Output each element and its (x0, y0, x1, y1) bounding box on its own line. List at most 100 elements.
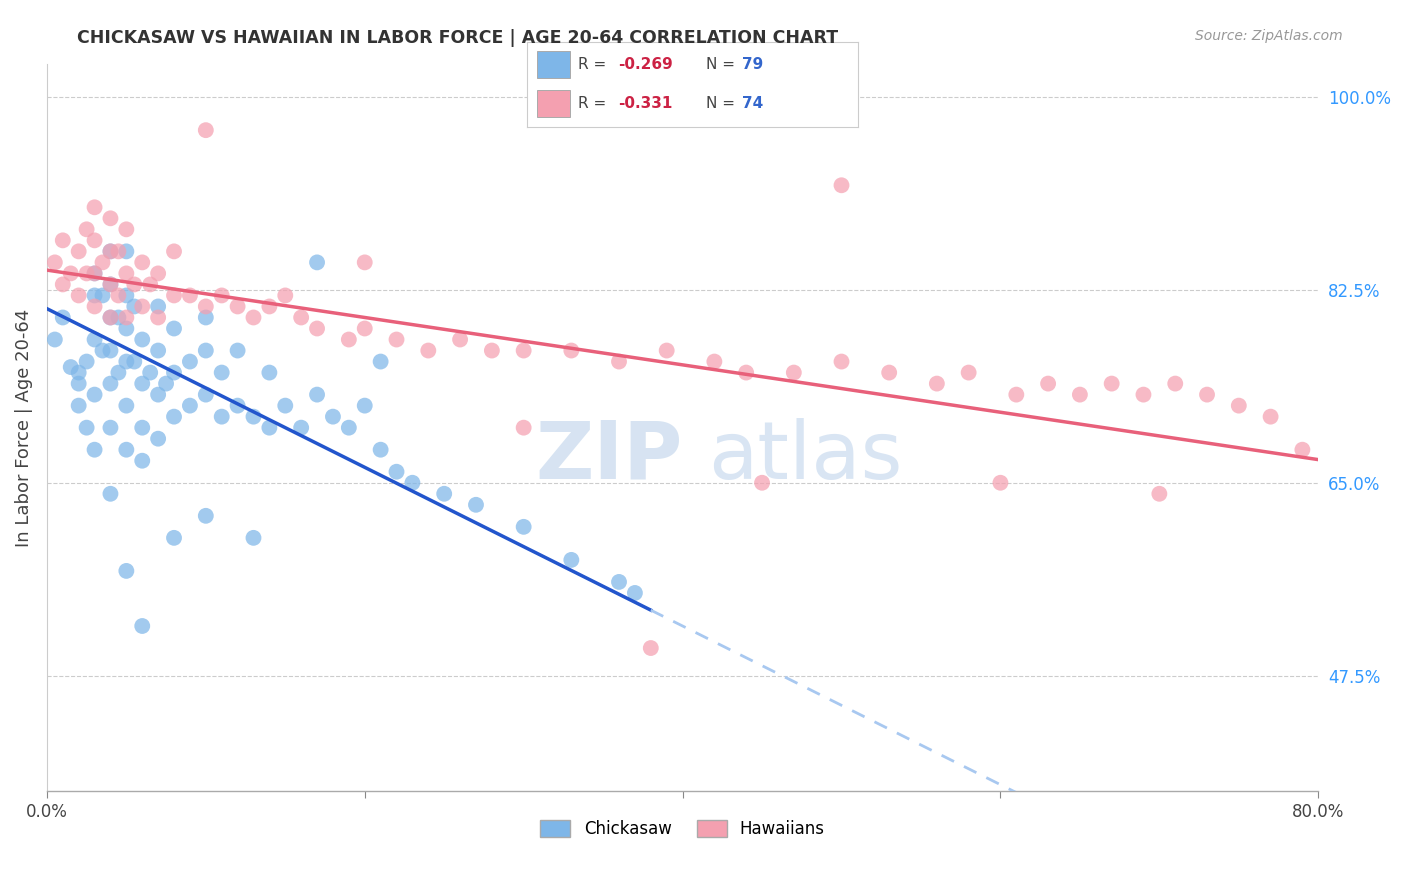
Point (67, 376, 90, 391)
Point (44, 255, 66, 269)
Point (735, 366, 758, 380)
Point (560, 343, 582, 358)
Point (925, 376, 948, 391)
Point (1132, 387, 1154, 401)
Point (115, 354, 138, 368)
Point (751, 475, 773, 490)
Point (1036, 376, 1059, 391)
Point (353, 321, 375, 335)
Point (290, 420, 312, 434)
Point (512, 520, 534, 534)
Point (146, 310, 169, 325)
Point (179, 399, 201, 413)
Point (1227, 399, 1250, 413)
Point (83, 267, 105, 281)
Point (259, 420, 281, 434)
Point (124, 354, 146, 368)
Point (418, 343, 440, 358)
Point (703, 354, 725, 368)
Text: R =: R = (578, 57, 612, 72)
Point (274, 399, 297, 413)
Point (67, 399, 90, 413)
Point (337, 333, 360, 347)
Point (370, 354, 392, 368)
Point (194, 343, 217, 358)
Point (100, 244, 122, 259)
Point (115, 321, 138, 335)
Point (624, 586, 647, 600)
Point (1291, 442, 1313, 457)
Point (831, 354, 853, 368)
Point (163, 288, 186, 302)
Point (607, 354, 630, 368)
Point (124, 300, 146, 314)
Point (259, 300, 281, 314)
Point (607, 574, 630, 589)
Point (100, 376, 122, 391)
Point (83, 300, 105, 314)
Point (115, 244, 138, 259)
Point (146, 267, 169, 281)
Point (1149, 487, 1171, 501)
Point (83, 333, 105, 347)
Point (274, 288, 297, 302)
Point (163, 531, 186, 545)
Text: -0.269: -0.269 (619, 57, 673, 72)
Point (115, 399, 138, 413)
Point (163, 244, 186, 259)
Point (115, 222, 138, 236)
Point (194, 123, 217, 137)
Point (163, 366, 186, 380)
Point (100, 244, 122, 259)
Point (107, 244, 129, 259)
Point (115, 442, 138, 457)
Point (179, 288, 201, 302)
Point (1260, 409, 1282, 424)
Point (560, 553, 582, 567)
Point (131, 300, 153, 314)
Point (100, 277, 122, 292)
Point (1164, 376, 1187, 391)
Point (163, 321, 186, 335)
Point (211, 288, 233, 302)
Point (67, 244, 90, 259)
Point (83, 288, 105, 302)
Text: CHICKASAW VS HAWAIIAN IN LABOR FORCE | AGE 20-64 CORRELATION CHART: CHICKASAW VS HAWAIIAN IN LABOR FORCE | A… (77, 29, 838, 46)
Text: -0.331: -0.331 (619, 96, 672, 112)
Text: 79: 79 (742, 57, 763, 72)
Text: N =: N = (706, 57, 740, 72)
Point (194, 310, 217, 325)
Point (83, 442, 105, 457)
Point (353, 255, 375, 269)
Point (242, 531, 264, 545)
Point (655, 343, 678, 358)
Point (194, 300, 217, 314)
Point (449, 333, 471, 347)
Point (107, 288, 129, 302)
Point (131, 619, 153, 633)
Point (115, 564, 138, 578)
Point (433, 487, 456, 501)
Point (107, 366, 129, 380)
Point (242, 310, 264, 325)
Point (307, 255, 329, 269)
Point (1069, 387, 1091, 401)
Point (44, 333, 66, 347)
Point (131, 255, 153, 269)
Point (83, 267, 105, 281)
Text: 74: 74 (742, 96, 763, 112)
Point (307, 387, 329, 401)
Point (83, 387, 105, 401)
Text: N =: N = (706, 96, 740, 112)
Point (194, 387, 217, 401)
Point (139, 277, 162, 292)
Point (100, 310, 122, 325)
Point (990, 475, 1012, 490)
Point (115, 288, 138, 302)
Point (322, 409, 344, 424)
Bar (537, 90, 571, 118)
Point (385, 465, 408, 479)
Point (115, 310, 138, 325)
Point (100, 211, 122, 226)
Point (512, 420, 534, 434)
